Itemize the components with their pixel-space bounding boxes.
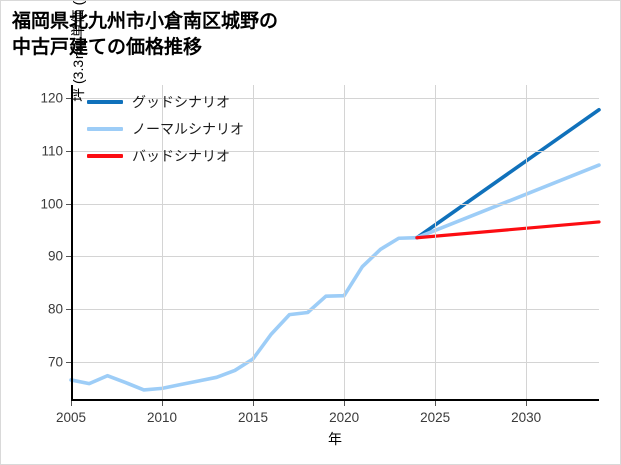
gridline-horizontal <box>71 361 599 363</box>
x-tick-mark <box>162 401 164 406</box>
y-tick-label: 110 <box>41 143 63 159</box>
y-axis-title: 坪 (3.3㎡) 単価 (万円) <box>70 0 86 102</box>
series-layer <box>69 107 601 392</box>
legend-item-bad[interactable]: バッドシナリオ <box>87 147 244 164</box>
y-tick-mark <box>66 256 71 258</box>
gridline-horizontal <box>71 256 599 258</box>
y-tick-mark <box>66 98 71 100</box>
x-axis-title: 年 <box>328 431 342 447</box>
gridline-horizontal <box>71 308 599 310</box>
x-tick-label: 2020 <box>329 410 360 425</box>
gridline-horizontal <box>71 203 599 205</box>
legend-swatch-good <box>87 99 123 104</box>
x-tick-mark <box>344 401 346 406</box>
legend: グッドシナリオ ノーマルシナリオ バッドシナリオ <box>87 93 244 164</box>
page-title: 福岡県北九州市小倉南区城野の 中古戸建ての価格推移 <box>12 11 279 58</box>
x-axis-spine <box>71 399 599 401</box>
x-tick-label: 2030 <box>511 410 542 425</box>
legend-label-normal: ノーマルシナリオ <box>132 120 244 137</box>
series-line-バッドシナリオ <box>415 220 601 240</box>
x-tick-mark <box>526 401 528 406</box>
gridline-vertical <box>526 85 528 401</box>
y-tick-label: 100 <box>40 196 63 211</box>
y-tick-label: 70 <box>47 354 63 369</box>
legend-label-bad: バッドシナリオ <box>132 147 230 164</box>
legend-swatch-bad <box>87 153 123 158</box>
gridline-vertical <box>162 85 164 401</box>
gridline-horizontal <box>71 150 599 152</box>
y-axis-spine <box>71 85 73 401</box>
x-tick-label: 2015 <box>238 410 269 425</box>
y-tick-mark <box>66 308 71 310</box>
series-line-グッドシナリオ <box>415 107 601 240</box>
y-tick-mark <box>66 361 71 363</box>
legend-item-good[interactable]: グッドシナリオ <box>87 93 244 110</box>
legend-label-good: グッドシナリオ <box>132 93 230 110</box>
gridline-vertical <box>435 85 437 401</box>
x-tick-label: 2005 <box>55 410 87 425</box>
series-line-ノーマルシナリオ <box>415 163 601 240</box>
chart-canvas <box>69 107 601 392</box>
x-tick-label: 2010 <box>147 410 178 425</box>
y-tick-mark <box>66 203 71 205</box>
series-line-実績 <box>69 235 419 392</box>
x-tick-mark <box>253 401 255 406</box>
y-tick-label: 80 <box>47 301 63 317</box>
x-tick-mark <box>71 401 72 406</box>
legend-swatch-normal <box>87 126 123 131</box>
gridline-vertical <box>344 85 346 401</box>
x-tick-mark <box>435 401 437 406</box>
legend-item-normal[interactable]: ノーマルシナリオ <box>87 120 244 137</box>
gridline-vertical <box>253 85 255 401</box>
y-tick-label: 120 <box>40 90 63 106</box>
y-tick-label: 90 <box>47 248 63 264</box>
y-tick-mark <box>66 150 71 152</box>
gridline-horizontal <box>71 98 599 100</box>
x-tick-label: 2025 <box>420 410 451 425</box>
plot-area: 70 80 90 100 110 120 2005 2010 2015 2020 2025 2030… <box>40 0 601 447</box>
